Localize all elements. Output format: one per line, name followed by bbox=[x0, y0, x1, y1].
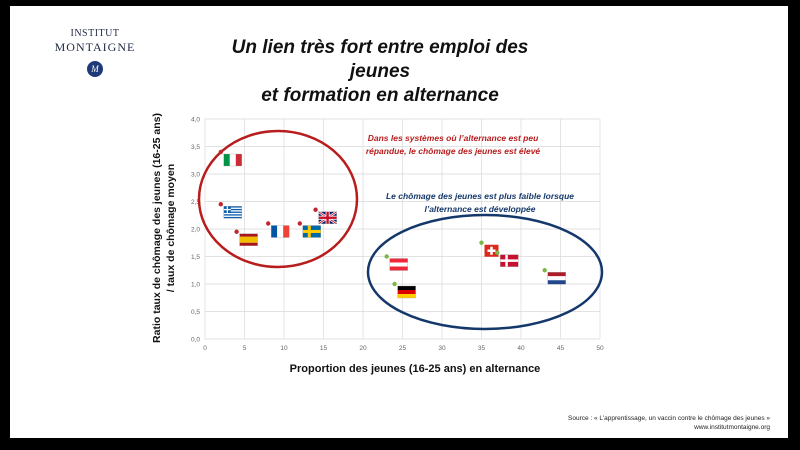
uk-flag bbox=[317, 210, 338, 225]
y-tick-label: 1,0 bbox=[191, 282, 200, 289]
y-tick-label: 2,0 bbox=[191, 227, 200, 234]
y-axis-label: Ratio taux de chômage des jeunes (16-25 … bbox=[151, 113, 177, 343]
logo-seal-icon: M bbox=[87, 61, 103, 77]
data-point-germany bbox=[392, 281, 397, 287]
x-tick-label: 50 bbox=[596, 345, 604, 352]
data-point-greece bbox=[218, 202, 223, 207]
data-point-italy bbox=[218, 149, 223, 155]
sweden-flag bbox=[302, 225, 321, 238]
y-tick-label: 0,5 bbox=[191, 309, 200, 316]
annotation-low-line2: répandue, le chômage des jeunes est élev… bbox=[366, 146, 541, 156]
x-tick-label: 10 bbox=[280, 345, 288, 352]
data-point-sweden bbox=[297, 221, 302, 226]
spain-flag bbox=[239, 233, 258, 246]
data-point-denmark bbox=[495, 250, 500, 255]
y-tick-label: 4,0 bbox=[191, 117, 200, 124]
x-tick-label: 30 bbox=[438, 345, 446, 352]
x-tick-label: 0 bbox=[203, 345, 207, 352]
source-line1: Source : « L’apprentissage, un vaccin co… bbox=[568, 415, 770, 422]
x-tick-label: 45 bbox=[557, 345, 565, 352]
data-point-france bbox=[266, 221, 271, 226]
slide-title: Un lien très fort entre emploi des jeune… bbox=[200, 36, 560, 108]
institut-montaigne-logo: INSTITUT MONTAIGNE M bbox=[50, 28, 140, 77]
denmark-flag bbox=[500, 254, 519, 267]
y-tick-label: 3,0 bbox=[191, 172, 200, 179]
y-tick-label: 1,5 bbox=[191, 254, 200, 261]
y-axis-label-line1: Ratio taux de chômage des jeunes (16-25 … bbox=[151, 113, 163, 343]
title-line2: et formation en alternance bbox=[261, 85, 499, 106]
low-alternance-ellipse bbox=[197, 129, 359, 269]
data-point-netherlands bbox=[542, 268, 547, 273]
y-tick-label: 0,0 bbox=[191, 337, 200, 344]
slide: INSTITUT MONTAIGNE M Un lien très fort e… bbox=[10, 6, 788, 438]
x-tick-label: 20 bbox=[359, 345, 367, 352]
switzerland-flag bbox=[484, 244, 499, 257]
high-alternance-ellipse bbox=[366, 213, 604, 331]
data-point-spain bbox=[234, 229, 239, 234]
logo-line2: MONTAIGNE bbox=[54, 40, 136, 54]
y-tick-label: 3,5 bbox=[191, 144, 200, 151]
x-axis-label: Proportion des jeunes (16-25 ans) en alt… bbox=[290, 363, 541, 375]
france-flag bbox=[271, 225, 290, 238]
source-note: Source : « L’apprentissage, un vaccin co… bbox=[568, 414, 770, 432]
scatter-chart: 0,0 0,5 1,0 1,5 2,0 2,5 3,0 3,5 4,0 0 5 10 15 20 25 30 3… bbox=[151, 113, 604, 375]
x-tick-label: 35 bbox=[478, 345, 486, 352]
annotation-low-line1: Dans les systèmes où l’alternance est pe… bbox=[368, 133, 539, 143]
title-line1: Un lien très fort entre emploi des jeune… bbox=[231, 37, 529, 82]
logo-line1: INSTITUT bbox=[70, 28, 120, 39]
x-tick-label: 5 bbox=[243, 345, 247, 352]
data-point-austria bbox=[384, 254, 389, 259]
source-line2: www.institutmontaigne.org bbox=[694, 424, 770, 431]
x-tick-label: 25 bbox=[399, 345, 407, 352]
y-axis-label-line2: / taux de chômage moyen bbox=[165, 164, 177, 292]
annotation-low: Dans les systèmes où l’alternance est pe… bbox=[366, 133, 541, 156]
annotation-high-line1: Le chômage des jeunes est plus faible lo… bbox=[386, 191, 574, 201]
annotation-high-line2: l’alternance est développée bbox=[424, 204, 535, 214]
data-point-switzerland bbox=[479, 240, 484, 245]
germany-flag bbox=[397, 285, 416, 299]
data-point-uk bbox=[313, 207, 318, 212]
x-tick-label: 15 bbox=[320, 345, 328, 352]
greece-flag bbox=[223, 206, 242, 219]
annotation-high: Le chômage des jeunes est plus faible lo… bbox=[386, 191, 574, 214]
x-tick-label: 40 bbox=[517, 345, 525, 352]
y-tick-label: 2,5 bbox=[191, 199, 200, 206]
netherlands-flag bbox=[547, 272, 566, 285]
italy-flag bbox=[223, 153, 242, 167]
austria-flag bbox=[389, 258, 408, 271]
